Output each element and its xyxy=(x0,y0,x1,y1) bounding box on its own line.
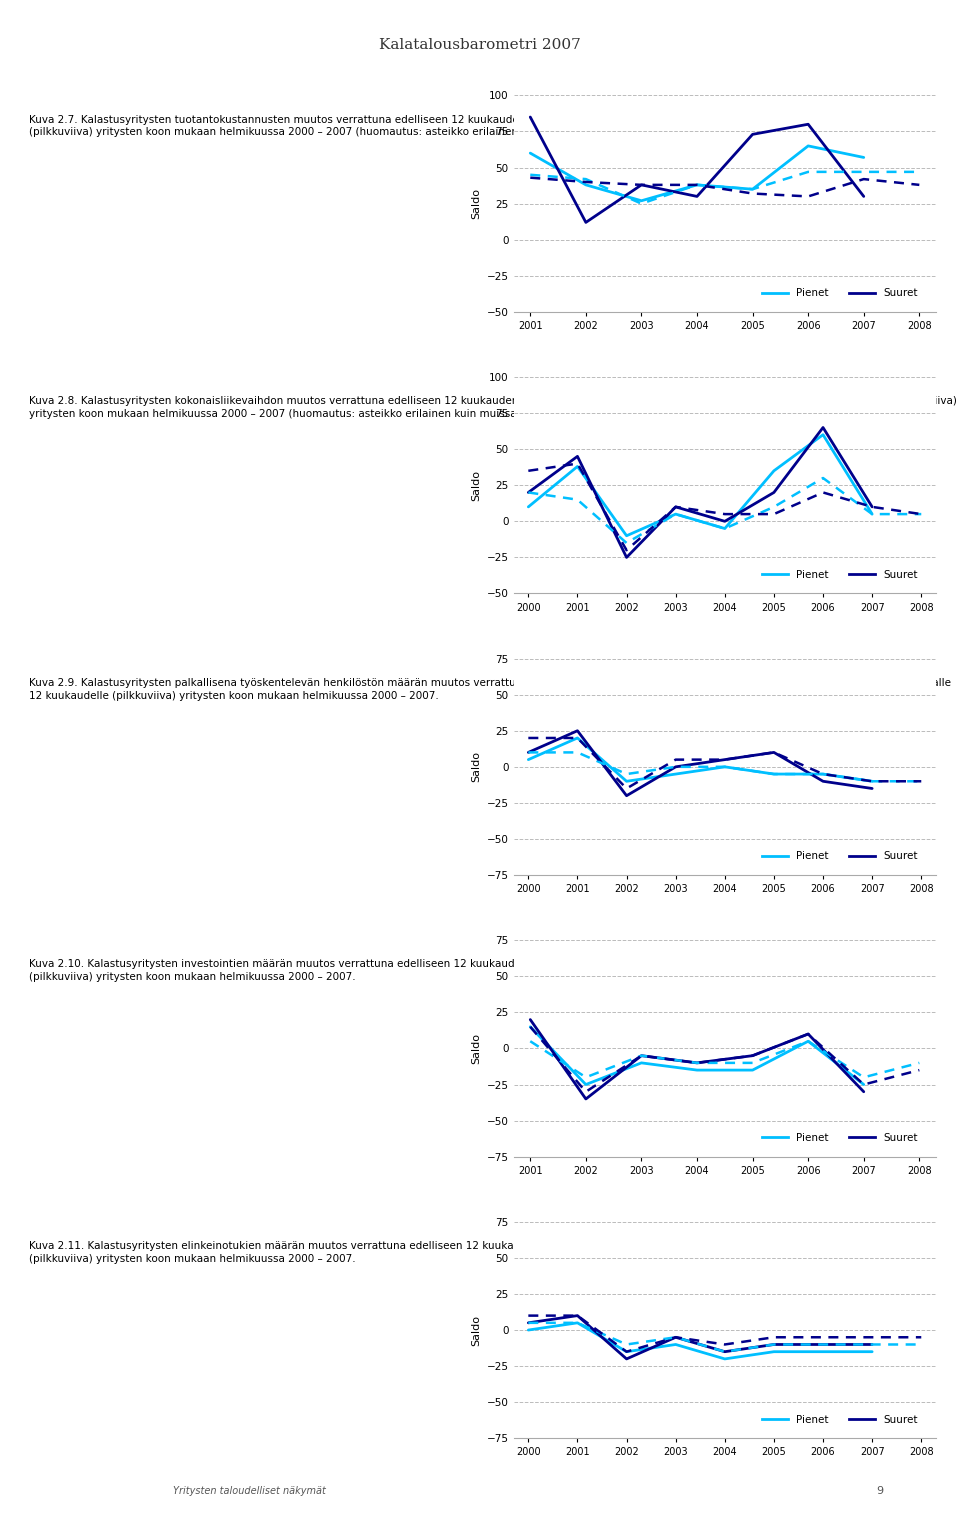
Text: Kuva 2.7. Kalastusyritysten tuotantokustannusten muutos verrattuna edelliseen 12: Kuva 2.7. Kalastusyritysten tuotantokust… xyxy=(29,115,897,138)
Y-axis label: Saldo: Saldo xyxy=(471,1033,481,1064)
Legend: Pienet, Suuret: Pienet, Suuret xyxy=(757,1129,923,1148)
Legend: Pienet, Suuret: Pienet, Suuret xyxy=(757,566,923,584)
Y-axis label: Saldo: Saldo xyxy=(471,469,481,501)
Legend: Pienet, Suuret: Pienet, Suuret xyxy=(757,285,923,303)
Y-axis label: Saldo: Saldo xyxy=(471,751,481,783)
Text: 9: 9 xyxy=(876,1485,883,1496)
Y-axis label: Saldo: Saldo xyxy=(471,188,481,220)
Text: Kuva 2.11. Kalastusyritysten elinkeinotukien määrän muutos verrattuna edelliseen: Kuva 2.11. Kalastusyritysten elinkeinotu… xyxy=(29,1241,911,1264)
Text: Yritysten taloudelliset näkymät: Yritysten taloudelliset näkymät xyxy=(173,1485,325,1496)
Text: Kuva 2.8. Kalastusyritysten kokonaisliikevaihdon muutos verrattuna edelliseen 12: Kuva 2.8. Kalastusyritysten kokonaisliik… xyxy=(29,397,957,419)
Legend: Pienet, Suuret: Pienet, Suuret xyxy=(757,1411,923,1429)
Legend: Pienet, Suuret: Pienet, Suuret xyxy=(757,848,923,866)
Text: Kuva 2.10. Kalastusyritysten investointien määrän muutos verrattuna edelliseen 1: Kuva 2.10. Kalastusyritysten investointi… xyxy=(29,960,899,983)
Text: Kalatalousbarometri 2007: Kalatalousbarometri 2007 xyxy=(379,38,581,51)
Y-axis label: Saldo: Saldo xyxy=(471,1314,481,1346)
Text: Kuva 2.9. Kalastusyritysten palkallisena työskentelevän henkilöstön määrän muuto: Kuva 2.9. Kalastusyritysten palkallisena… xyxy=(29,678,950,701)
